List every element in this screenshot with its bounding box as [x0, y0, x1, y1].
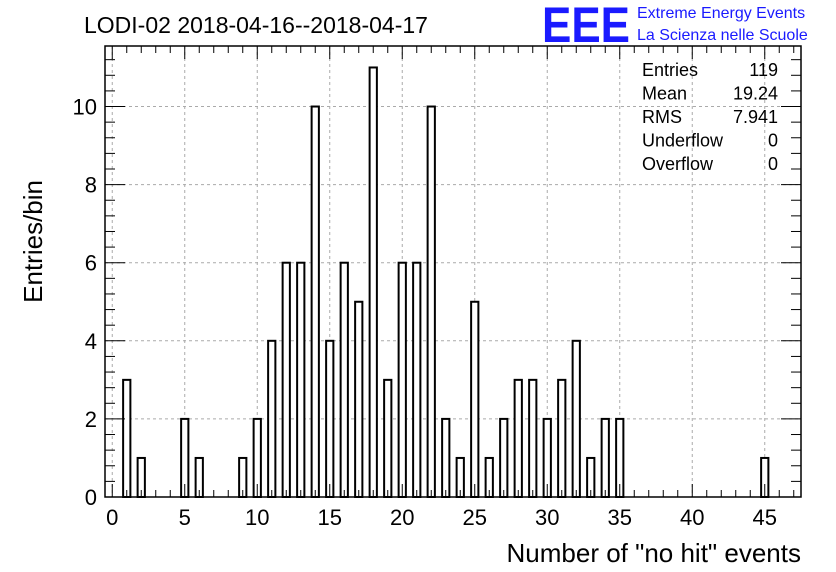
y-tick-label: 8 [85, 173, 97, 198]
stats-label: Overflow [642, 154, 714, 174]
x-tick-label: 40 [680, 505, 704, 530]
histogram-bar [600, 417, 610, 498]
histogram-bar [122, 378, 132, 499]
histogram-bar [383, 378, 393, 499]
histogram-bar [325, 339, 335, 498]
stats-label: Entries [642, 60, 698, 80]
x-tick-label: 15 [318, 505, 342, 530]
stats-box: Entries 119 Mean 19.24 RMS 7.941 Underflow 0 Ove… [642, 60, 778, 174]
x-tick-label: 20 [390, 505, 414, 530]
y-tick-label: 6 [85, 251, 97, 276]
histogram-bar [354, 300, 364, 498]
histogram-bar [368, 66, 378, 498]
y-tick-label: 0 [85, 485, 97, 510]
y-tick-label: 10 [73, 95, 97, 120]
histogram-bar [310, 105, 320, 499]
stats-value: 7.941 [733, 107, 778, 127]
histogram-bar [528, 378, 538, 499]
x-tick-label: 35 [608, 505, 632, 530]
histogram-bar [557, 378, 567, 499]
eee-logo: EEE Extreme Energy Events La Scienza nel… [542, 0, 808, 53]
stats-label: Mean [642, 84, 687, 104]
grid [105, 46, 801, 497]
x-tick-label: 30 [535, 505, 559, 530]
histogram-bar [397, 261, 407, 499]
stats-value: 0 [768, 154, 778, 174]
histogram-bar [339, 261, 349, 499]
logo-line-2: La Scienza nelle Scuole [637, 27, 808, 44]
histogram-bar [441, 417, 451, 498]
axis-ticks [105, 46, 801, 498]
x-tick-label: 0 [106, 505, 118, 530]
x-tick-label: 10 [245, 505, 269, 530]
histogram-bar [426, 105, 436, 499]
stats-value: 19.24 [733, 84, 778, 104]
x-tick-label: 45 [753, 505, 777, 530]
y-axis-label: Entries/bin [18, 180, 48, 303]
y-tick-label: 4 [85, 329, 97, 354]
y-tick-label: 2 [85, 407, 97, 432]
tick-labels: 0 5 10 15 20 25 30 35 40 45 0 2 4 6 8 10 [73, 95, 777, 530]
stats-label: Underflow [642, 131, 724, 151]
histogram-bar [281, 261, 291, 499]
x-tick-label: 5 [179, 505, 191, 530]
histogram-bar [412, 261, 422, 499]
x-tick-label: 25 [463, 505, 487, 530]
x-axis-label: Number of "no hit" events [507, 538, 802, 568]
stats-value: 0 [768, 131, 778, 151]
plot-frame [104, 45, 802, 498]
histogram-bar [296, 261, 306, 499]
histogram-bar [513, 378, 523, 499]
chart-title: LODI-02 2018-04-16--2018-04-17 [84, 12, 428, 38]
histogram-bars [122, 66, 770, 499]
histogram-bar [470, 300, 480, 498]
histogram-bar [571, 339, 581, 498]
histogram-bar [267, 339, 277, 498]
stats-label: RMS [642, 107, 682, 127]
logo-letters: EEE [542, 0, 630, 53]
histogram-bar [499, 417, 509, 498]
logo-line-1: Extreme Energy Events [637, 5, 805, 22]
stats-value: 119 [749, 60, 778, 80]
